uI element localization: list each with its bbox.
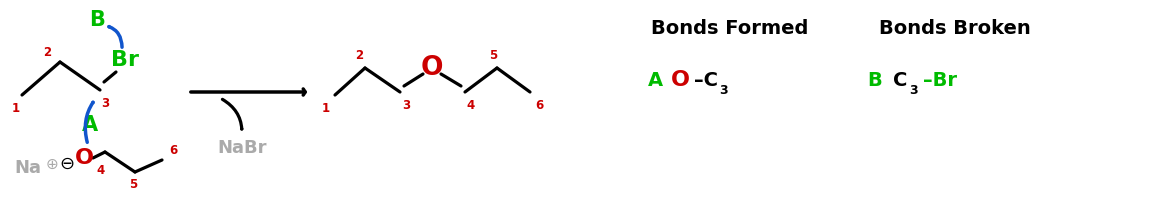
Text: 1: 1 [322, 101, 330, 114]
Text: Bonds Broken: Bonds Broken [879, 18, 1031, 38]
Text: 6: 6 [169, 143, 177, 156]
Text: 3: 3 [402, 98, 410, 112]
FancyArrowPatch shape [223, 99, 243, 129]
Text: –Br: –Br [923, 71, 957, 89]
Text: 6: 6 [535, 98, 543, 112]
Text: 1: 1 [12, 101, 20, 114]
FancyArrowPatch shape [85, 102, 93, 142]
Text: O: O [75, 148, 93, 168]
FancyArrowPatch shape [108, 27, 122, 47]
Text: O: O [421, 55, 443, 81]
Text: 4: 4 [466, 98, 475, 112]
Text: Bonds Formed: Bonds Formed [652, 18, 809, 38]
Text: O: O [670, 70, 689, 90]
Text: 2: 2 [354, 49, 363, 62]
Text: 5: 5 [129, 178, 138, 192]
Text: 2: 2 [43, 46, 51, 59]
Text: C: C [893, 71, 907, 89]
Text: 3: 3 [909, 84, 919, 97]
Text: 3: 3 [719, 84, 729, 97]
Text: A: A [647, 71, 662, 89]
Text: A: A [82, 115, 98, 135]
Text: Na: Na [14, 159, 42, 177]
Text: –C: –C [694, 71, 718, 89]
Text: B: B [868, 71, 883, 89]
Text: ⊖: ⊖ [59, 155, 75, 173]
Text: B: B [89, 10, 105, 30]
Text: ⊕: ⊕ [45, 156, 58, 172]
Text: 4: 4 [97, 164, 105, 177]
Text: Br: Br [111, 50, 139, 70]
Text: NaBr: NaBr [217, 139, 267, 157]
Text: 3: 3 [101, 97, 110, 109]
Text: 5: 5 [489, 49, 497, 62]
